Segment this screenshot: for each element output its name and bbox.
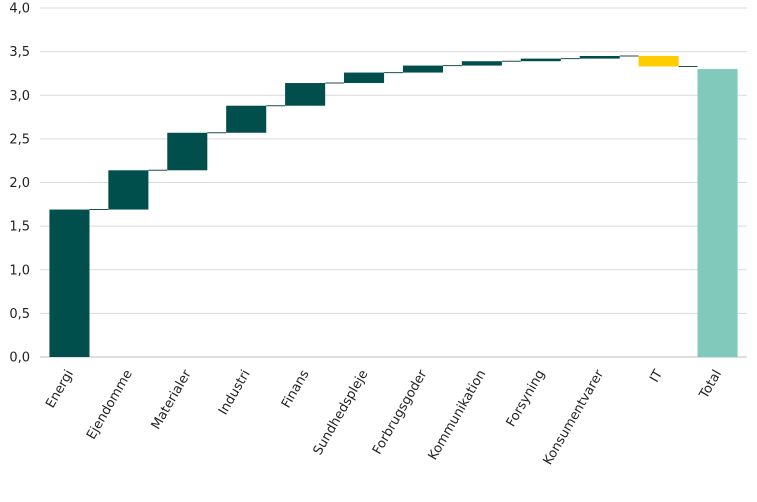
y-tick-label: 1,0 <box>9 263 30 278</box>
y-tick-label: 3,0 <box>9 89 30 104</box>
bar-materialer <box>167 132 208 171</box>
bar-forbrugsgoder <box>402 65 443 73</box>
grid-lines <box>40 7 747 358</box>
x-tick-label: Materialer <box>149 367 195 432</box>
y-tick-label: 2,5 <box>9 132 30 147</box>
bar-forsyning <box>520 58 561 62</box>
x-tick-label: Forbrugsgoder <box>370 367 431 457</box>
y-tick-label: 3,5 <box>9 45 30 60</box>
x-tick-label: Konsumentvarer <box>541 367 608 468</box>
bar-sundhedspleje <box>344 72 385 84</box>
y-tick-label: 0,0 <box>9 351 30 366</box>
x-tick-label: Industri <box>216 368 254 418</box>
connector-lines <box>89 55 698 211</box>
bar-konsumentvarer <box>579 55 620 59</box>
bar-ejendomme <box>108 170 149 210</box>
bar-finans <box>285 83 326 106</box>
x-tick-label: Ejendomme <box>84 367 136 442</box>
x-tick-label: Forsyning <box>504 368 549 430</box>
y-tick-label: 1,5 <box>9 220 30 235</box>
x-axis-ticks: Energi Ejendomme Materialer Industri FinansS… <box>43 367 725 468</box>
x-tick-label: Total <box>696 368 725 403</box>
y-tick-label: 0,5 <box>9 307 30 322</box>
y-tick-label: 4,0 <box>9 2 30 17</box>
y-axis-ticks: 0,0 0,5 1,0 1,5 2,0 2,5 3,0 3,5 4,0 <box>9 2 30 366</box>
x-tick-label: Energi <box>43 368 77 411</box>
x-tick-label: Kommunikation <box>426 368 490 463</box>
x-tick-label: IT <box>647 367 666 385</box>
bar-kommunikation <box>461 61 502 66</box>
x-tick-label: Finans <box>279 367 313 411</box>
bar-industri <box>226 105 267 133</box>
bar-it <box>638 55 679 67</box>
bars <box>49 55 738 357</box>
bar-energi <box>49 209 90 357</box>
x-tick-label: Sundhedspleje <box>311 368 372 458</box>
bar-total <box>697 69 738 357</box>
y-tick-label: 2,0 <box>9 176 30 191</box>
